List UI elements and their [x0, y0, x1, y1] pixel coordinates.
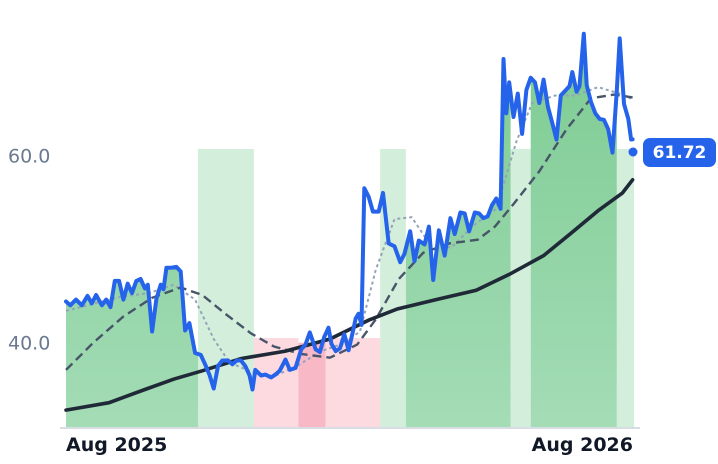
regime-band-0	[66, 33, 198, 427]
last-value-marker: 61.72	[628, 138, 716, 167]
regime-band-4	[325, 338, 381, 427]
regime-band-9	[616, 149, 634, 427]
x-axis-ticks: Aug 2025 Aug 2026	[66, 434, 633, 456]
series-lines	[64, 31, 635, 412]
last-value-badge	[643, 138, 716, 167]
ma-long-line	[64, 178, 635, 412]
y-tick-label: 40.0	[8, 333, 50, 355]
y-tick-label: 60.0	[8, 145, 50, 167]
x-tick-label: Aug 2025	[66, 434, 167, 456]
ma-short-line	[65, 86, 633, 378]
last-value-dot	[628, 147, 638, 157]
last-value-label: 61.72	[653, 143, 707, 163]
ma-mid-line	[65, 93, 633, 371]
price-line	[64, 31, 635, 392]
x-tick-label: Aug 2026	[532, 434, 633, 456]
regime-band-1	[198, 149, 254, 427]
regime-band-7	[510, 149, 531, 427]
y-axis-ticks: 40.0 60.0	[8, 145, 50, 354]
